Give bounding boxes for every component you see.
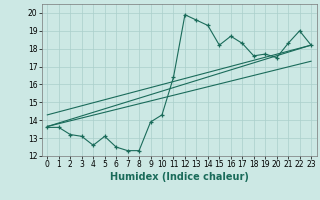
X-axis label: Humidex (Indice chaleur): Humidex (Indice chaleur) xyxy=(110,172,249,182)
